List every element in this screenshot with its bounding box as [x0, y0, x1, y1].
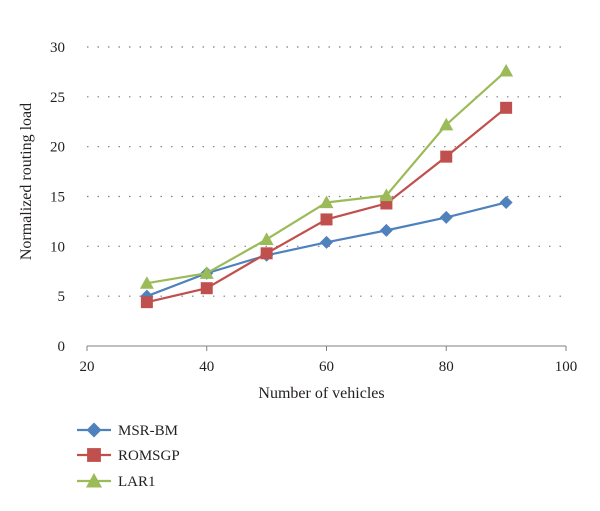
- y-tick-label: 0: [58, 339, 66, 355]
- y-tick-label: 30: [50, 40, 65, 56]
- y-tick-label: 15: [50, 190, 65, 206]
- legend-label: MSR-BM: [118, 423, 178, 439]
- data-point-diamond: [379, 223, 393, 237]
- data-point-square: [200, 282, 213, 295]
- data-point-square: [140, 296, 153, 309]
- data-point-square: [440, 150, 453, 163]
- data-point-diamond: [320, 235, 333, 249]
- data-point-triangle: [319, 195, 334, 209]
- data-point-triangle: [259, 232, 274, 245]
- series-line: [146, 70, 507, 285]
- data-point-triangle: [439, 117, 454, 131]
- grid-lines: [87, 46, 566, 297]
- series-msr-bm: [140, 195, 513, 303]
- data-point-diamond: [439, 210, 453, 224]
- x-axis-ticks: 20 40 60 80 100: [80, 346, 578, 375]
- legend-label: LAR1: [118, 474, 156, 490]
- data-point-triangle: [199, 266, 214, 279]
- x-tick-label: 40: [199, 359, 214, 375]
- y-tick-label: 20: [50, 140, 65, 156]
- x-tick-label: 20: [80, 359, 95, 375]
- y-tick-label: 10: [50, 239, 65, 255]
- data-point-square: [87, 448, 101, 462]
- x-tick-label: 100: [555, 359, 578, 375]
- data-point-square: [500, 101, 513, 114]
- y-tick-label: 5: [58, 289, 66, 305]
- legend-label: ROMSGP: [118, 448, 180, 464]
- data-point-diamond: [499, 195, 513, 209]
- legend: MSR-BM ROMSGP LAR1: [77, 422, 180, 490]
- data-point-triangle: [379, 188, 394, 202]
- legend-item: MSR-BM: [77, 422, 178, 439]
- data-point-square: [320, 213, 333, 226]
- data-point-square: [260, 247, 273, 260]
- data-point-triangle: [85, 472, 103, 488]
- series-lar1: [139, 63, 514, 289]
- series-layer: [139, 63, 514, 309]
- y-tick-label: 25: [50, 90, 65, 106]
- x-tick-label: 80: [439, 359, 454, 375]
- x-tick-label: 60: [319, 359, 334, 375]
- y-axis-ticks: 0 5 10 15 20 25 30: [50, 40, 65, 355]
- data-point-triangle: [139, 276, 154, 289]
- y-axis-title: Normalized routing load: [18, 103, 35, 260]
- x-axis-title: Number of vehicles: [258, 385, 384, 402]
- data-point-diamond: [86, 422, 102, 438]
- data-point-triangle: [499, 63, 514, 77]
- legend-item: ROMSGP: [77, 448, 180, 464]
- legend-item: LAR1: [77, 472, 156, 490]
